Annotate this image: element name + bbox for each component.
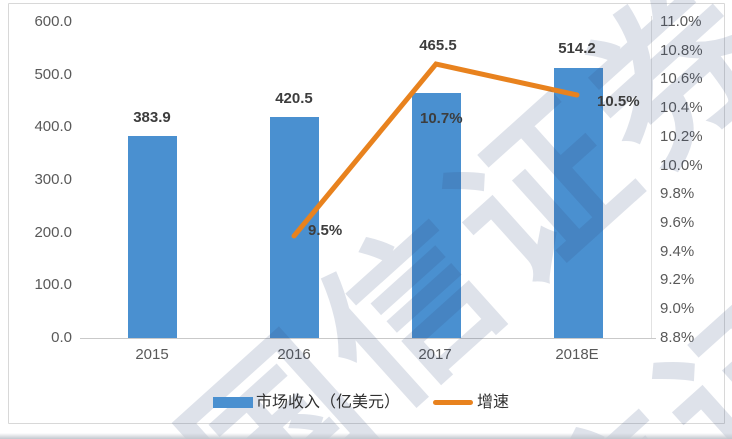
chart-card xyxy=(8,3,725,424)
bar-2016 xyxy=(270,117,319,338)
right-axis-tick: 11.0% xyxy=(660,13,702,30)
line-value-label: 9.5% xyxy=(308,222,343,239)
x-axis-label-2016: 2016 xyxy=(277,346,311,363)
left-axis-tick: 400.0 xyxy=(34,118,72,135)
bottom-shadow-strip xyxy=(0,433,732,439)
line-value-label: 10.5% xyxy=(597,93,640,110)
right-axis-tick: 10.6% xyxy=(660,70,703,87)
bar-2015 xyxy=(128,136,177,338)
x-axis-label-2015: 2015 xyxy=(135,346,169,363)
legend-label-growth: 增速 xyxy=(477,394,510,411)
left-axis-tick: 200.0 xyxy=(34,224,72,241)
x-axis-label-2018e: 2018E xyxy=(555,346,599,363)
x-axis-line xyxy=(80,338,656,339)
right-axis-tick: 9.4% xyxy=(660,243,695,260)
right-axis-tick: 10.2% xyxy=(660,128,703,145)
right-axis-tick: 10.4% xyxy=(660,99,703,116)
left-axis-tick: 500.0 xyxy=(34,66,72,83)
right-axis-tick: 9.2% xyxy=(660,271,695,288)
left-axis-tick: 600.0 xyxy=(34,13,72,30)
line-value-label: 10.7% xyxy=(420,110,463,127)
bar-value-label: 465.5 xyxy=(419,37,457,54)
left-axis-tick: 300.0 xyxy=(34,171,72,188)
legend-label-revenue: 市场收入（亿美元） xyxy=(256,394,401,411)
left-axis-tick: 100.0 xyxy=(34,276,72,293)
right-axis-tick: 9.8% xyxy=(660,185,695,202)
bar-2018e xyxy=(554,68,603,338)
right-axis-tick: 10.8% xyxy=(660,42,703,59)
right-axis-line xyxy=(651,16,652,339)
bar-value-label: 383.9 xyxy=(133,109,171,126)
bar-value-label: 420.5 xyxy=(275,90,313,107)
right-axis-tick: 10.0% xyxy=(660,157,703,174)
left-axis-tick: 0.0 xyxy=(51,329,72,346)
bar-value-label: 514.2 xyxy=(558,40,596,57)
legend-line-swatch xyxy=(433,400,473,405)
legend: 市场收入（亿美元） 增速 xyxy=(0,392,732,414)
bar-2017 xyxy=(412,93,461,338)
right-axis-tick: 9.6% xyxy=(660,214,695,231)
legend-bar-swatch xyxy=(213,397,253,408)
right-axis-tick: 9.0% xyxy=(660,300,695,317)
right-axis-tick: 8.8% xyxy=(660,329,695,346)
x-axis-label-2017: 2017 xyxy=(418,346,452,363)
